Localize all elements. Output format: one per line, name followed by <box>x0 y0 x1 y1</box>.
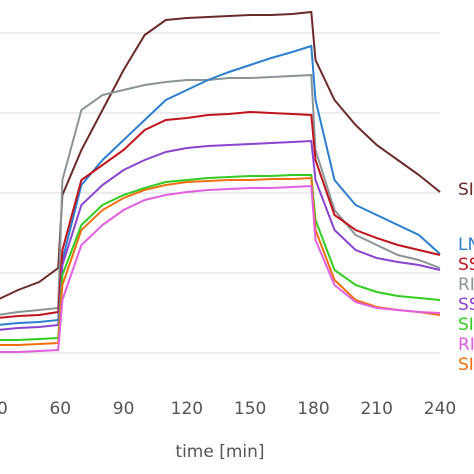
data-line <box>0 176 441 346</box>
series-label: SI <box>458 180 474 200</box>
x-axis-label: time [min] <box>175 442 264 462</box>
series-label: SS <box>458 295 474 315</box>
data-line <box>0 73 441 316</box>
series-label: SS <box>458 255 474 275</box>
series-label: SI <box>458 315 474 335</box>
series-label: SI <box>458 355 474 375</box>
x-tick-label: 240 <box>424 399 456 419</box>
data-line <box>0 184 441 353</box>
x-tick-label: 30 <box>0 399 8 419</box>
x-tick-label: 120 <box>171 399 203 419</box>
x-tick-label: 210 <box>360 399 392 419</box>
x-tick-label: 180 <box>297 399 329 419</box>
series-label: LN <box>458 235 474 255</box>
series-label: RI <box>458 275 474 295</box>
series-label: RI <box>458 335 474 355</box>
x-tick-label: 60 <box>49 399 71 419</box>
data-line <box>0 110 441 319</box>
x-tick-label: 90 <box>113 399 135 419</box>
x-tick-label: 150 <box>234 399 266 419</box>
